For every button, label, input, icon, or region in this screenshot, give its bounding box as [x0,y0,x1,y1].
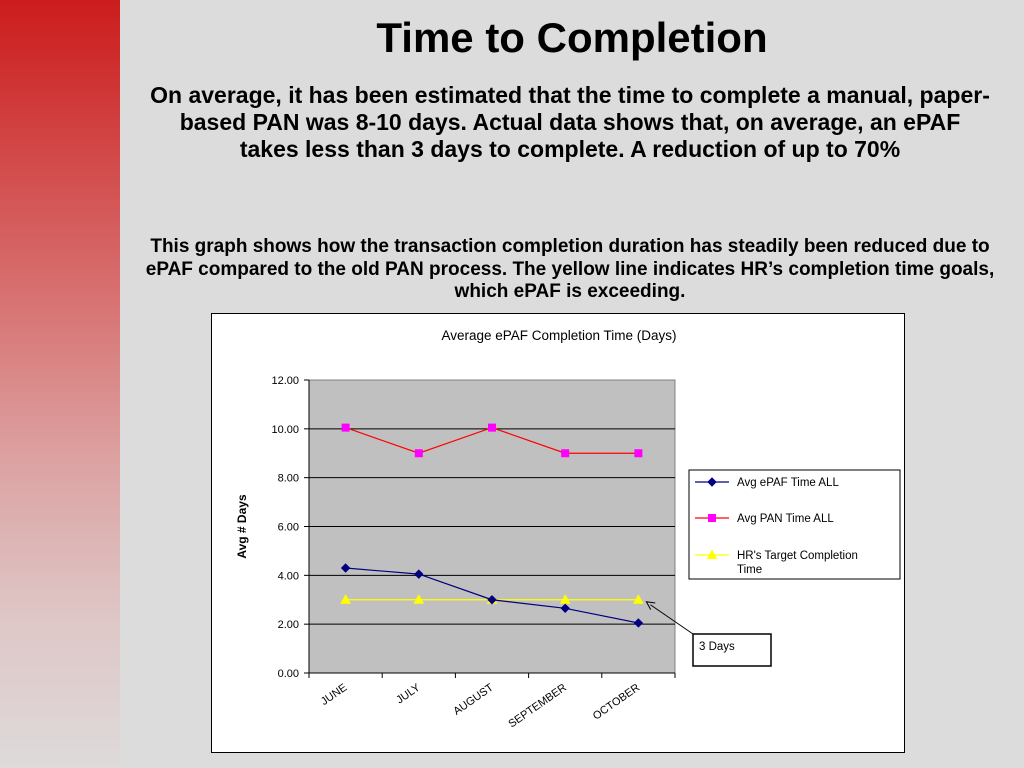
y-tick-label-3: 6.00 [278,522,299,534]
data-point-avg-epaf-time-all-july [414,569,424,579]
y-axis-label: Avg # Days [235,494,249,559]
line-chart: Average ePAF Completion Time (Days) 0.00 2… [235,328,901,731]
data-point-avg-epaf-time-all-october [633,618,644,628]
legend-label-hr-s-target-completion-time: HR's Target Completion Time [737,550,858,576]
data-point-avg-epaf-time-all-september [560,603,570,614]
data-point-hr-s-target-completion-time-july [413,594,425,604]
graph-description-paragraph: This graph shows how the transaction com… [145,236,995,302]
chart-container: Average ePAF Completion Time (Days) 0.00 2… [211,313,905,753]
chart-title: Average ePAF Completion Time (Days) [441,328,676,343]
annotation-label: 3 Days [699,641,735,653]
x-tick-label-october: OCTOBER [591,682,642,723]
data-point-avg-pan-time-all-june [341,423,350,432]
legend-swatch-marker-avg-pan-time-all [708,514,716,522]
data-point-avg-pan-time-all-august [488,423,496,432]
slide-title: Time to Completion [376,14,768,61]
data-point-avg-pan-time-all-september [561,449,570,458]
side-accent-stripe [0,0,120,768]
data-point-hr-s-target-completion-time-september [559,594,571,604]
annotation-leader-line [650,604,694,635]
legend-label-avg-epaf-time-all: Avg ePAF Time ALL [737,477,839,489]
data-point-avg-pan-time-all-october [634,449,643,458]
legend-swatch-marker-avg-epaf-time-all [707,477,717,487]
y-tick-label-5: 10.00 [271,424,299,436]
x-tick-label-july: JULY [394,681,423,706]
data-point-hr-s-target-completion-time-june [340,594,351,604]
data-point-avg-pan-time-all-july [414,449,423,458]
y-tick-label-1: 2.00 [278,619,299,631]
data-point-avg-epaf-time-all-june [340,563,351,573]
legend-swatch-marker-hr-s-target-completion-time [706,549,718,559]
intro-paragraph: On average, it has been estimated that t… [150,82,990,162]
y-tick-label-2: 4.00 [278,570,299,582]
annotation-box [692,633,772,667]
annotation-arrowhead [645,601,656,610]
data-point-hr-s-target-completion-time-october [633,594,644,604]
legend-box [688,469,901,580]
x-tick-label-august: AUGUST [451,681,496,717]
y-tick-label-4: 8.00 [278,473,299,485]
x-tick-label-june: JUNE [319,682,349,708]
data-point-avg-epaf-time-all-august [487,595,497,605]
y-tick-label-6: 12.00 [271,375,299,387]
y-tick-label-0: 0.00 [278,668,299,680]
legend-label-avg-pan-time-all: Avg PAN Time ALL [737,513,834,525]
x-tick-label-september: SEPTEMBER [506,682,569,731]
